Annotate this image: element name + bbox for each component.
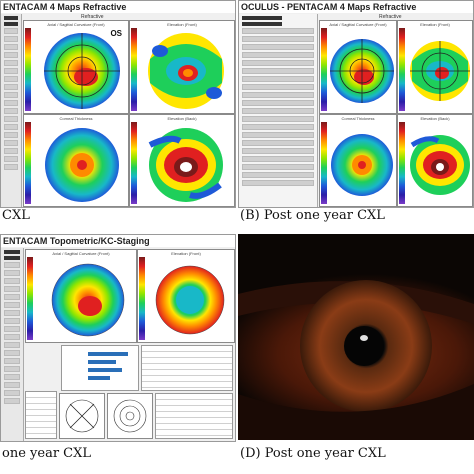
panel-c: ENTACAM Topometric/KC-Staging Axial / Sa… [0,234,236,474]
map-axial-front: Axial / Sagittal Curvature (Front) [25,249,137,343]
eye-label: OS [110,29,122,38]
color-scale-icon [321,122,327,204]
map-corneal-thickness: Corneal Thickness [319,114,397,207]
color-scale-icon [131,28,137,111]
color-scale-icon [27,257,33,340]
pentacam-screen-b: OCULUS - PENTACAM 4 Maps Refractive Refr… [238,0,474,208]
refractive-label: Refractive [379,14,402,20]
map-elevation-back: Elevation (Back) [397,114,473,207]
panel-a: ENTACAM 4 Maps Refractive Refractive Axi… [0,0,236,232]
color-scale-icon [131,122,137,204]
window-title: OCULUS - PENTACAM 4 Maps Refractive [239,1,473,13]
window-title: ENTACAM 4 Maps Refractive [1,1,235,13]
window-title: ENTACAM Topometric/KC-Staging [1,235,235,247]
color-scale-icon [321,28,327,111]
patient-sidebar [1,248,24,441]
caption-a: CXL [2,208,30,223]
asphericity-table [141,345,233,391]
caption-b: (B) Post one year CXL [240,208,385,223]
map-elevation-front: Elevation (Front) [137,249,235,343]
crosshair-icon [44,33,120,109]
ring-diagram [59,393,105,439]
color-scale-icon [25,28,31,111]
color-scale-icon [399,28,405,111]
crosshair-icon [330,39,394,103]
color-scale-icon [25,122,31,204]
refractive-label: Refractive [81,14,104,20]
map-elevation-back: Elevation (Back) [129,114,235,207]
color-scale-icon [139,257,145,340]
target-diagram [107,393,153,439]
kc-index-chart [61,345,139,391]
pentacam-screen-c: ENTACAM Topometric/KC-Staging Axial / Sa… [0,234,236,442]
map-corneal-thickness: Corneal Thickness [23,114,129,207]
map-elevation-front: Elevation (Front) [397,20,473,114]
map-axial-front: Axial / Sagittal Curvature (Front) OS [23,20,129,114]
panel-d: (D) Post one year CXL [238,234,474,474]
pupil-table [155,393,233,439]
map-elevation-front: Elevation (Front) [129,20,235,114]
eye-photograph [238,234,474,440]
map-axial-front: Axial / Sagittal Curvature (Front) [319,20,397,114]
patient-sidebar [239,14,318,207]
pentacam-screen-a: ENTACAM 4 Maps Refractive Refractive Axi… [0,0,236,208]
crosshair-icon [410,41,470,101]
caption-c: one year CXL [2,446,91,461]
patient-sidebar [1,14,22,207]
panel-b: OCULUS - PENTACAM 4 Maps Refractive Refr… [238,0,474,232]
color-scale-icon [399,122,405,204]
caption-d: (D) Post one year CXL [240,446,386,461]
keratometry-table [25,391,57,439]
